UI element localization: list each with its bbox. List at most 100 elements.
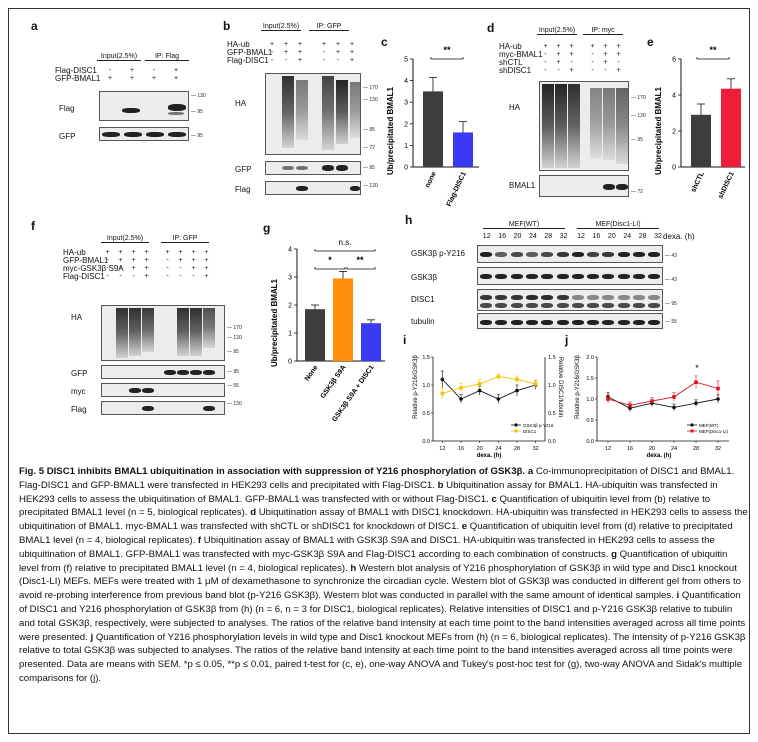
band <box>648 274 661 279</box>
panel-label-i: i <box>403 333 407 347</box>
x-tick-label: Flag-DISC1 <box>446 171 468 208</box>
chart-c-ylabel: Ub/precipitated BMAL1 <box>386 86 395 175</box>
blot-flag <box>101 401 225 415</box>
caption-part-label: a <box>527 466 534 477</box>
band <box>617 320 630 325</box>
blot-label: myc <box>71 387 86 396</box>
blot-gfp <box>265 161 361 175</box>
data-point <box>716 386 720 391</box>
chart-i-legend: GSK3β p-Y216 DISC1 <box>511 423 554 434</box>
chart-e-sig-bracket <box>696 57 730 60</box>
blot-label: DISC1 <box>411 295 435 304</box>
group-ip: IP: GFP <box>161 235 209 243</box>
data-point <box>440 377 445 382</box>
time-label: 20 <box>513 233 522 240</box>
panel-label-h: h <box>405 213 413 227</box>
time-label: 24 <box>623 233 632 240</box>
band <box>525 252 538 257</box>
x-tick-label: 16 <box>458 446 464 452</box>
row-label: shDISC1 <box>499 66 532 75</box>
chart-c: Ub/precipitated BMAL1 0 1 2 3 4 5 none Flag-DI… <box>386 45 479 208</box>
group-input: Input(2.5%) <box>97 53 141 61</box>
band <box>587 274 600 279</box>
band <box>633 320 645 325</box>
panel-label-b: b <box>223 19 231 33</box>
data-point <box>716 397 720 401</box>
band <box>633 252 645 257</box>
blot-label: GSK3β p-Y216 <box>411 249 465 258</box>
data-point <box>459 397 463 401</box>
caption-part: Quantification of Y216 phosphorylation l… <box>19 631 746 684</box>
band <box>480 252 492 257</box>
blot-flag <box>265 181 361 195</box>
band <box>510 303 523 308</box>
band <box>495 295 508 300</box>
bar <box>361 323 381 361</box>
x-tick-label: None <box>304 364 320 382</box>
caption-part-label: h <box>350 562 357 574</box>
group-ko: MEF(Disc1-LI) <box>577 221 659 229</box>
data-point <box>694 401 698 405</box>
time-label: 28 <box>638 233 647 240</box>
blot-ha <box>265 73 361 155</box>
group-wt: MEF(WT) <box>483 221 565 229</box>
group-ip: IP: GFP <box>309 23 349 31</box>
caption-part: Ubiquitination assay of BMAL1 with GSK3β… <box>19 534 715 560</box>
x-tick-label: 20 <box>477 446 483 452</box>
chart-g-sig-ns: n.s. <box>339 238 352 247</box>
band <box>633 274 645 279</box>
time-label: 12 <box>577 233 585 240</box>
signs-row: + + + + <box>107 75 179 82</box>
y-tick-label: 1.5 <box>586 376 594 382</box>
band <box>480 274 492 279</box>
chart-i-axes: 0.0 0.0 0.5 0.5 1.0 1.0 1.5 1.5 12 16 20 24 28 32 <box>422 355 555 452</box>
blot-label: Flag <box>71 405 87 414</box>
row-label: myc-GSK3β S9A <box>63 264 124 273</box>
panel-label-a: a <box>31 19 38 33</box>
blot-flag <box>99 91 189 121</box>
time-label: 32 <box>654 233 662 240</box>
band <box>556 274 569 279</box>
y-tick-label: 1 <box>288 331 292 338</box>
band <box>510 320 523 325</box>
group-ip: IP: Flag <box>145 53 189 61</box>
series-line <box>442 379 536 400</box>
blot-label: Flag <box>59 104 75 113</box>
x-tick-label: GSK3β S9A <box>320 364 348 400</box>
chart-e-ylabel: Ub/precipitated BMAL1 <box>654 86 663 175</box>
band <box>480 303 492 308</box>
signs-row: - + + - + + <box>270 49 355 56</box>
chart-g-bracket-2 <box>346 267 376 270</box>
row-label: HA-ub <box>63 248 86 257</box>
data-point <box>694 380 698 384</box>
row-label: Flag-DISC1 <box>55 66 97 75</box>
chart-g-sig-2: ** <box>356 255 364 265</box>
panel-label-e: e <box>647 35 654 49</box>
y-tick-label: 1.5 <box>422 355 430 361</box>
row-label: myc-BMAL1 <box>499 50 543 59</box>
legend-label: GSK3β p-Y216 <box>523 423 554 428</box>
band <box>571 295 584 300</box>
data-point <box>650 399 654 403</box>
time-label: 16 <box>498 233 506 240</box>
y-tick-label-right: 0.0 <box>548 439 556 445</box>
chart-e-sig: ** <box>709 45 717 55</box>
chart-i: Relative p-Y216/GSK3β Relative DISC1/tub… <box>413 355 563 459</box>
band <box>556 252 569 257</box>
legend-label: MEF(Disc1-LI) <box>699 429 729 434</box>
time-label: 32 <box>559 233 568 240</box>
y-tick-label: 0.5 <box>586 418 594 424</box>
data-point <box>459 386 463 390</box>
legend-label: MEF(WT) <box>699 423 719 428</box>
band <box>602 303 615 308</box>
x-tick-label: 20 <box>649 446 655 452</box>
panel-label-d: d <box>487 21 495 35</box>
y-tick-label: 1.0 <box>422 383 430 389</box>
signs-row: - + + - + + <box>544 51 621 58</box>
band <box>571 274 584 279</box>
blot-label: HA <box>509 103 521 112</box>
caption-title: Fig. 5 DISC1 inhibits BMAL1 ubiquitinati… <box>19 466 526 477</box>
chart-i-series <box>440 370 538 404</box>
y-tick-label: 0 <box>288 359 292 366</box>
row-label: shCTL <box>499 58 523 67</box>
